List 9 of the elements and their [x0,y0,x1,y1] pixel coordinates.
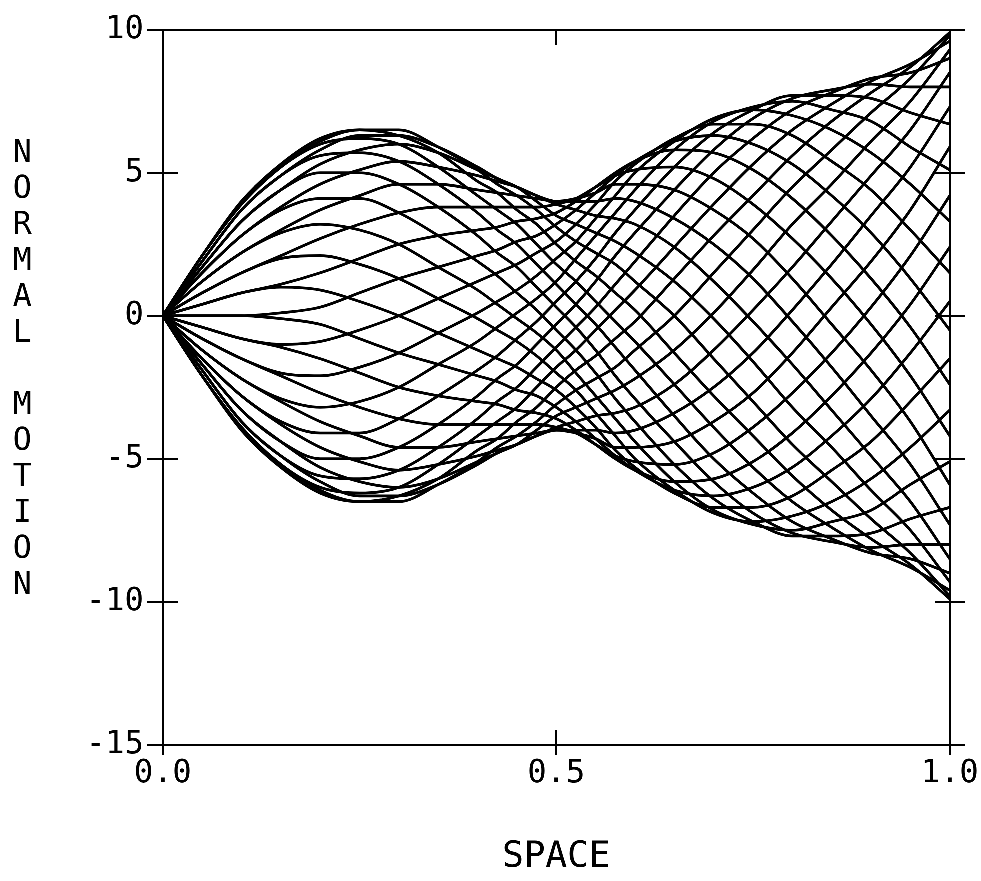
y-tick-label: -10 [86,580,144,618]
y-tick-label: 10 [105,8,144,46]
y-tick-label: 5 [124,151,144,190]
x-tick-label: 1.0 [921,752,979,791]
x-tick-label: 0.5 [528,752,586,791]
x-axis-title: SPACE [502,834,611,876]
y-axis-title: NORMAL MOTION [4,134,40,602]
y-tick-label: -5 [105,437,144,476]
y-tick-label: 0 [124,294,144,332]
